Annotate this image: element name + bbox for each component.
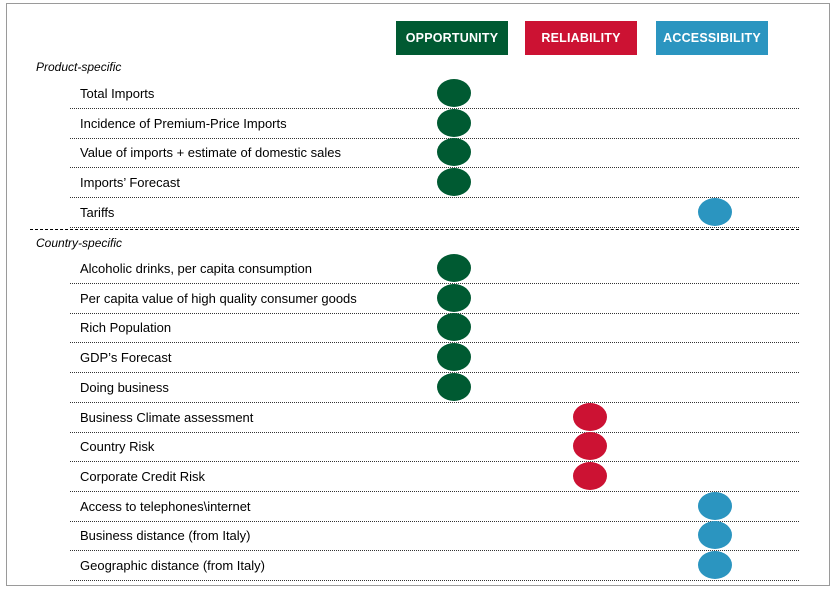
reliability-marker: [573, 432, 607, 461]
indicator-row: Per capita value of high quality consume…: [70, 283, 799, 314]
reliability-header: RELIABILITY: [525, 21, 637, 55]
opportunity-marker: [437, 108, 471, 137]
indicator-label: Incidence of Premium-Price Imports: [80, 115, 287, 131]
opportunity-marker: [437, 283, 471, 312]
indicator-row: Business distance (from Italy): [70, 520, 799, 552]
indicator-row: Incidence of Premium-Price Imports: [70, 108, 799, 139]
indicator-label: GDP’s Forecast: [80, 350, 172, 366]
indicator-label: Geographic distance (from Italy): [80, 558, 265, 573]
indicator-row: Alcoholic drinks, per capita consumption: [70, 253, 799, 284]
opportunity-marker: [437, 254, 471, 282]
indicator-row: Tariffs: [70, 197, 799, 228]
indicator-label: Imports’ Forecast: [80, 175, 180, 191]
indicator-label: Corporate Credit Risk: [80, 468, 205, 484]
opportunity-marker: [437, 138, 471, 167]
accessibility-header: ACCESSIBILITY: [656, 21, 768, 55]
indicator-label: Business distance (from Italy): [80, 528, 251, 544]
indicator-label: Doing business: [80, 379, 169, 395]
indicator-row: Geographic distance (from Italy): [70, 550, 799, 581]
indicator-row: Access to telephones\internet: [70, 491, 799, 522]
accessibility-marker: [698, 491, 732, 520]
indicator-label: Alcoholic drinks, per capita consumption: [80, 261, 312, 276]
indicator-row: Doing business: [70, 372, 799, 403]
diagram-frame: [6, 3, 830, 586]
opportunity-marker: [437, 79, 471, 107]
opportunity-marker: [437, 343, 471, 372]
indicator-label: Value of imports + estimate of domestic …: [80, 145, 341, 161]
product-section-title: Product-specific: [36, 60, 122, 74]
indicator-row: Corporate Credit Risk: [70, 461, 799, 492]
opportunity-header: OPPORTUNITY: [396, 21, 508, 55]
opportunity-marker: [437, 313, 471, 342]
reliability-marker: [573, 461, 607, 490]
indicator-row: Total Imports: [70, 78, 799, 109]
accessibility-marker: [698, 197, 732, 226]
indicator-row: Business Climate assessment: [70, 402, 799, 433]
reliability-marker: [573, 402, 607, 431]
section-divider: [30, 229, 799, 230]
indicator-row: Country Risk: [70, 431, 799, 463]
opportunity-marker: [437, 168, 471, 197]
indicator-row: Rich Population: [70, 312, 799, 344]
accessibility-marker: [698, 551, 732, 579]
indicator-row: GDP’s Forecast: [70, 342, 799, 374]
indicator-label: Rich Population: [80, 320, 172, 336]
indicator-row: Imports’ Forecast: [70, 167, 799, 199]
indicator-label: Country Risk: [80, 439, 155, 455]
country-section-title: Country-specific: [36, 236, 123, 250]
indicator-label: Per capita value of high quality consume…: [80, 290, 357, 306]
indicator-row: Value of imports + estimate of domestic …: [70, 137, 799, 169]
opportunity-marker: [437, 372, 471, 401]
indicator-label: Business Climate assessment: [80, 409, 254, 425]
accessibility-marker: [698, 521, 732, 550]
indicator-label: Access to telephones\internet: [80, 498, 251, 514]
indicator-label: Total Imports: [80, 86, 155, 101]
indicator-label: Tariffs: [80, 204, 115, 220]
